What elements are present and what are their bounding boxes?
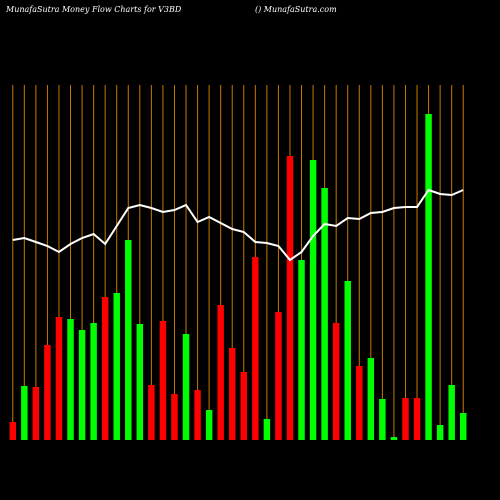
bar <box>9 422 17 440</box>
bar <box>44 345 51 440</box>
bar <box>356 366 363 440</box>
bar <box>125 240 132 440</box>
bar <box>390 437 398 440</box>
bar <box>101 297 109 440</box>
bar <box>252 257 259 440</box>
bar <box>113 293 120 440</box>
bar <box>436 425 444 440</box>
bar <box>263 419 271 440</box>
bar <box>402 398 409 440</box>
bar <box>78 330 86 440</box>
bar <box>448 385 455 440</box>
bar <box>459 413 467 440</box>
bar <box>286 156 294 440</box>
bar <box>182 334 190 440</box>
bar <box>413 398 421 440</box>
bar <box>159 321 167 440</box>
bar <box>298 260 305 440</box>
bar <box>367 358 375 440</box>
bar <box>136 324 144 440</box>
bar <box>275 312 282 440</box>
bar <box>321 188 328 440</box>
bar <box>21 386 28 440</box>
bar <box>67 319 74 440</box>
bar <box>217 305 224 440</box>
bar <box>32 387 40 440</box>
bar <box>425 114 432 440</box>
bar <box>228 348 236 440</box>
bar <box>90 323 97 440</box>
bar <box>148 385 155 440</box>
bar <box>55 317 63 440</box>
chart-subtitle: () MunafaSutra.com <box>255 5 337 14</box>
bar <box>332 323 340 440</box>
bar <box>240 372 248 440</box>
bar <box>194 390 201 440</box>
bar <box>171 394 178 440</box>
flow-line <box>12 188 464 262</box>
bar <box>309 160 317 440</box>
bar <box>379 399 386 440</box>
bar <box>344 281 351 440</box>
bar <box>205 410 213 440</box>
chart-title: MunafaSutra Money Flow Charts for V3BD <box>5 5 182 14</box>
